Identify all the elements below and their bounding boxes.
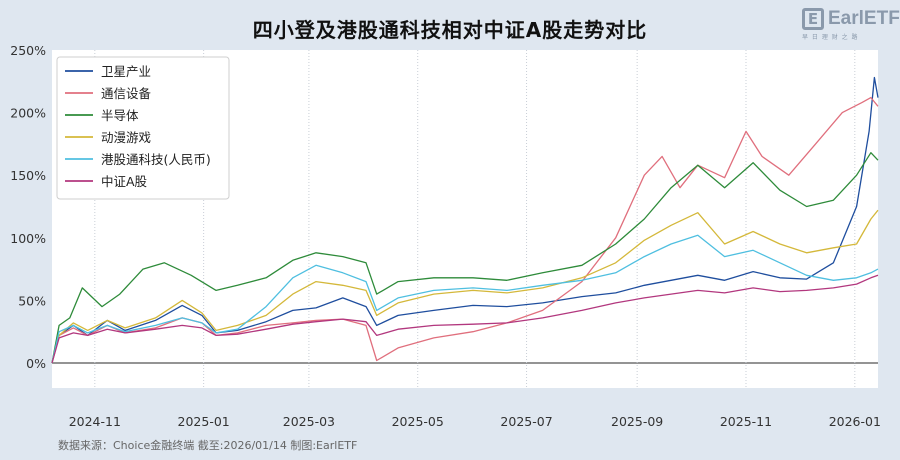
logo-subtitle: 早 日 理 财 之 路: [802, 34, 859, 41]
y-tick-label: 0%: [26, 356, 46, 371]
y-tick-label: 200%: [10, 106, 46, 121]
legend-label: 中证A股: [101, 174, 148, 189]
series-line-中证A股: [51, 274, 879, 364]
x-tick-label: 2025-03: [283, 414, 335, 429]
legend-label: 港股通科技(人民币): [101, 152, 211, 167]
earletf-logo: E EarlETF 早 日 理 财 之 路: [802, 6, 900, 41]
legend-box: [56, 56, 230, 200]
logo-text: EarlETF: [828, 8, 900, 29]
x-tick-label: 2026-01: [829, 414, 881, 429]
legend-label: 通信设备: [101, 86, 152, 101]
logo-mark-icon: E: [802, 8, 824, 30]
series-line-半导体: [51, 152, 879, 364]
series-line-通信设备: [51, 96, 879, 364]
x-tick-label: 2025-09: [611, 414, 663, 429]
series-lines: [51, 76, 879, 364]
legend-label: 动漫游戏: [101, 130, 151, 145]
x-tick-label: 2025-11: [720, 414, 772, 429]
series-line-卫星产业: [51, 76, 879, 364]
y-tick-label: 250%: [10, 43, 46, 58]
legend-label: 卫星产业: [101, 64, 151, 79]
series-line-动漫游戏: [51, 209, 879, 364]
y-tick-label: 50%: [18, 293, 46, 308]
y-tick-label: 150%: [10, 168, 46, 183]
chart-title: 四小登及港股通科技相对中证A股走势对比: [252, 18, 648, 42]
x-tick-label: 2025-07: [500, 414, 552, 429]
y-axis-ticks: 0% 50% 100% 150% 200% 250%: [10, 43, 46, 371]
x-tick-label: 2025-05: [392, 414, 444, 429]
x-tick-label: 2025-01: [178, 414, 230, 429]
legend-label: 半导体: [101, 108, 139, 123]
series-line-港股通科技(人民币): [51, 234, 879, 364]
data-source-note: 数据来源：Choice金融终端 截至:2026/01/14 制图:EarlETF: [58, 439, 358, 452]
y-tick-label: 100%: [10, 231, 46, 246]
x-axis-ticks: 2024-11 2025-01 2025-03 2025-05 2025-07 2025-…: [52, 50, 881, 429]
x-tick-label: 2024-11: [69, 414, 121, 429]
